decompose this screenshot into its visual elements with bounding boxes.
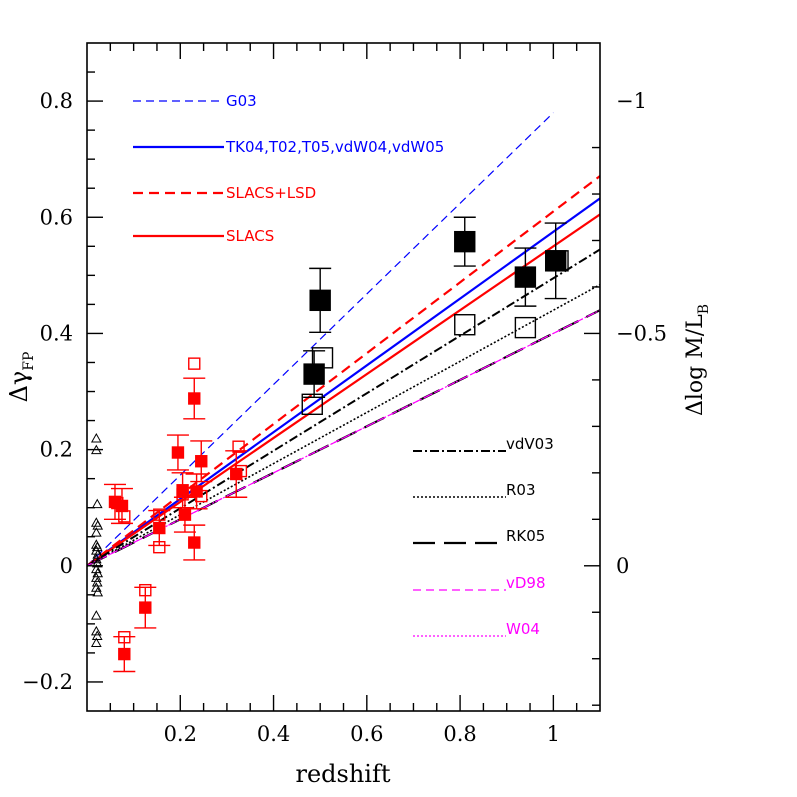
filled-square-black	[544, 250, 567, 272]
x-tick-label: 1	[547, 722, 560, 746]
fit-line	[87, 309, 600, 567]
legend-label: R03	[506, 481, 536, 499]
filled-square-red	[176, 484, 189, 497]
open-square-red	[153, 508, 166, 521]
x-tick-label: 0.8	[443, 722, 476, 746]
open-square-black	[514, 316, 537, 339]
open-triangle	[90, 527, 102, 537]
open-triangle	[91, 577, 103, 587]
fit-line	[87, 309, 600, 567]
legend-label: SLACS+LSD	[226, 184, 316, 202]
open-triangle	[90, 637, 102, 647]
filled-square-red	[118, 647, 131, 661]
filled-square-red	[195, 455, 208, 468]
filled-square-red	[230, 467, 243, 481]
legend-label: TK04,T02,T05,vdW04,vdW05	[225, 138, 444, 156]
x-axis-label: redshift	[295, 760, 390, 788]
y2-axis-label-main: Δlog M/L	[683, 314, 708, 416]
open-triangle	[90, 553, 102, 564]
filled-square-red	[178, 508, 192, 521]
y-tick-label: 0.8	[40, 89, 73, 113]
legend-label: vD98	[506, 574, 546, 592]
filled-square-black	[309, 289, 331, 312]
legend-label: SLACS	[226, 227, 274, 245]
open-square-black	[301, 393, 323, 416]
y-tick-label: 0.2	[40, 438, 73, 462]
y2-tick-label: −0.5	[616, 321, 667, 345]
y2-tick-label: 0	[616, 554, 629, 578]
open-square-black	[454, 314, 476, 336]
legend: G03 TK04,T02,T05,vdW04,vdW05 SLACS+LSD SLAC…	[133, 92, 554, 638]
fit-line	[87, 197, 600, 567]
open-square-red	[153, 540, 166, 554]
fit-line	[87, 248, 600, 567]
filled-square-red	[171, 446, 185, 459]
open-triangle	[91, 498, 103, 509]
filled-square-red	[115, 499, 129, 513]
open-triangle	[90, 432, 102, 443]
filled-square-red	[153, 521, 166, 535]
open-triangle	[92, 520, 104, 530]
fit-line	[87, 175, 600, 567]
filled-square-red	[139, 601, 152, 614]
legend-label: W04	[506, 620, 540, 638]
axis-ticks: 0.2 0.4 0.6 0.8 1 −0.2 0 0.2 0.4 0.6 0.8 0 −0.5 −1	[22, 43, 667, 746]
filled-square-red	[188, 392, 201, 405]
legend-label: vdV03	[506, 435, 554, 453]
y-axis-label-subscript: FP	[21, 352, 37, 371]
open-square-red	[139, 583, 152, 597]
y2-axis-label: Δlog M/LB	[683, 304, 712, 416]
y2-axis-label-subscript: B	[696, 304, 712, 314]
fit-line	[87, 283, 600, 567]
fit-line	[87, 112, 554, 567]
y-axis-label: ΔγFP	[5, 352, 37, 403]
filled-square-black	[454, 230, 476, 253]
open-triangle	[90, 610, 102, 620]
open-triangle	[92, 586, 104, 597]
filled-square-black	[303, 363, 325, 385]
x-tick-label: 0.2	[164, 722, 197, 746]
y-tick-label: 0.4	[40, 321, 73, 345]
open-square-red	[232, 440, 245, 453]
filled-square-red	[188, 536, 201, 549]
filled-square-red	[190, 485, 203, 498]
fit-lines	[87, 112, 600, 567]
y-tick-label: 0	[60, 554, 73, 578]
y-tick-label: −0.2	[22, 670, 73, 694]
y-axis-label-main: Δγ	[5, 371, 33, 403]
y-tick-label: 0.6	[40, 205, 73, 229]
x-tick-label: 0.4	[257, 722, 290, 746]
open-triangle	[90, 625, 102, 636]
filled-square-black	[514, 266, 537, 288]
x-tick-label: 0.6	[350, 722, 383, 746]
open-square-red	[188, 357, 201, 370]
open-triangle	[90, 572, 102, 582]
y2-tick-label: −1	[616, 89, 647, 113]
legend-label: RK05	[506, 527, 545, 545]
legend-label: G03	[226, 92, 257, 110]
open-square-red	[118, 631, 131, 644]
